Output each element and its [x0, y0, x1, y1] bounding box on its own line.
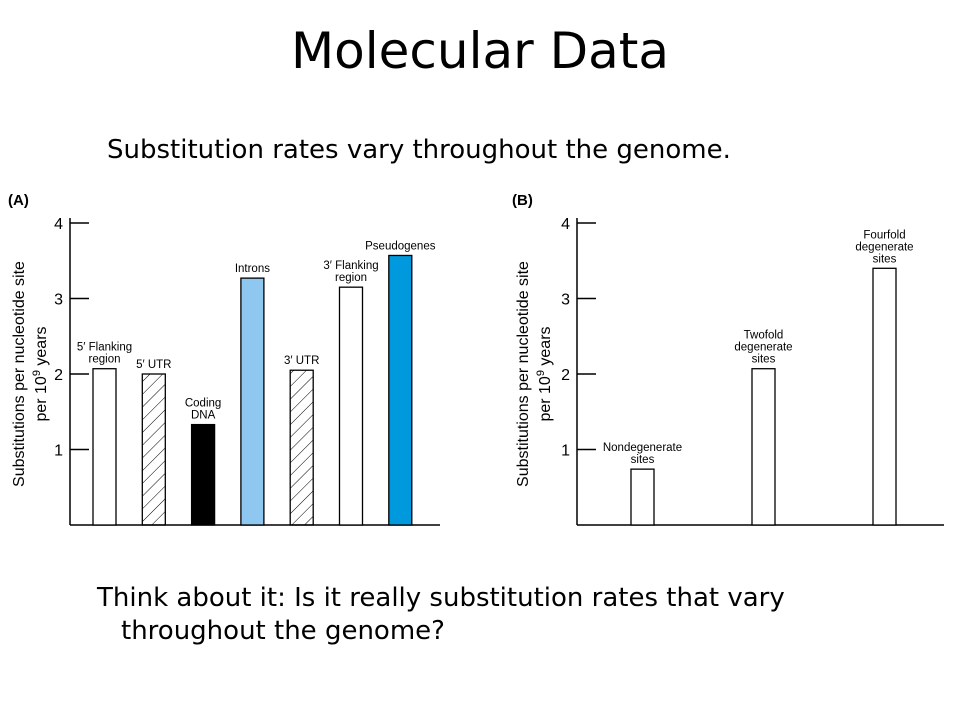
bar — [141, 373, 166, 526]
y-axis-label: Substitutions per nucleotide site — [515, 261, 532, 487]
y-axis-label-line2: per 109 years — [535, 326, 554, 421]
y-axis-label-line2: per 109 years — [31, 326, 50, 421]
y-tick-label: 3 — [54, 292, 63, 309]
y-tick-label: 4 — [561, 216, 570, 233]
question-text: Think about it: Is it really substitutio… — [97, 583, 785, 646]
bar-label: 3′ Flanking — [323, 260, 378, 272]
bar-label: degenerate — [855, 241, 913, 253]
y-tick-label: 2 — [561, 367, 570, 384]
bar-label: 5′ Flanking — [77, 342, 132, 354]
bar-label: sites — [752, 354, 776, 366]
y-axis-label: Substitutions per nucleotide site — [11, 261, 28, 487]
bar-label: degenerate — [734, 342, 792, 354]
bar-label: 5′ UTR — [136, 359, 171, 371]
bar-label: Coding — [185, 398, 221, 410]
bar-label: Nondegenerate — [603, 442, 682, 454]
bar-label: region — [335, 272, 367, 284]
panel-label: (A) — [8, 192, 29, 209]
y-tick-label: 2 — [54, 367, 63, 384]
bar — [190, 423, 216, 526]
bar-label: sites — [873, 253, 897, 265]
bar-label: DNA — [191, 410, 216, 422]
bar — [751, 368, 776, 526]
bar-label: Introns — [235, 263, 270, 275]
y-tick-label: 3 — [561, 292, 570, 309]
bar — [872, 267, 897, 526]
bar-label: Twofold — [744, 330, 784, 342]
bar — [338, 286, 364, 526]
bar — [630, 468, 655, 526]
bar-label: region — [89, 354, 121, 366]
panel-label: (B) — [512, 192, 533, 209]
bar — [240, 277, 265, 526]
y-tick-label: 1 — [561, 443, 570, 460]
bar-label: sites — [631, 454, 655, 466]
bar-label: 3′ UTR — [284, 355, 319, 367]
slide-title: Molecular Data — [291, 22, 669, 80]
y-tick-label: 4 — [54, 216, 63, 233]
bar — [388, 254, 413, 526]
bar-label: Pseudogenes — [365, 240, 436, 252]
y-tick-label: 1 — [54, 443, 63, 460]
chart-panel-b: (B) Substitutions per nucleotide site per … — [512, 192, 944, 526]
bar-label: Fourfold — [863, 229, 905, 241]
slide-subtitle: Substitution rates vary throughout the g… — [107, 135, 731, 165]
chart-panel-a: (A) Substitutions per nucleotide site per … — [8, 192, 440, 526]
substitution-rate-charts: (A)Substitutions per nucleotide site per … — [8, 192, 944, 526]
bar — [92, 368, 117, 526]
bar — [289, 369, 314, 526]
